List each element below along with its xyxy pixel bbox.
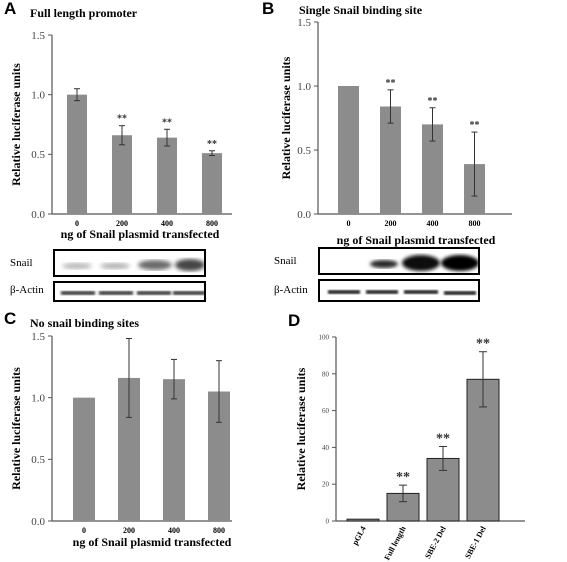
y-axis-title: Relative luciferase units xyxy=(279,56,293,179)
panel-label-c: C xyxy=(4,309,17,328)
y-tick-label: 0.0 xyxy=(297,209,311,221)
snail-band xyxy=(441,255,478,271)
x-axis-title: ng of Snail plasmid transfected xyxy=(61,227,220,241)
x-tick-label: 0 xyxy=(347,219,351,228)
bar xyxy=(380,106,401,214)
actin-blot-a xyxy=(53,281,206,302)
y-tick-label: 40 xyxy=(322,444,330,452)
x-tick-label: 800 xyxy=(213,526,225,535)
x-tick-label: 200 xyxy=(116,219,128,228)
y-axis-title: Relative luciferase units xyxy=(9,367,23,490)
significance-label: ** xyxy=(386,78,396,89)
snail-band xyxy=(175,259,204,271)
bar xyxy=(112,135,132,214)
y-tick-label: 20 xyxy=(322,481,330,489)
x-tick-label: 200 xyxy=(385,219,397,228)
actin-blot-label-b: β-Actin xyxy=(274,284,308,296)
x-tick-label: 400 xyxy=(161,219,173,228)
x-tick-label: 800 xyxy=(469,219,481,228)
snail-band xyxy=(402,255,440,271)
bar xyxy=(338,86,359,214)
x-tick-label: Full length xyxy=(382,524,408,561)
x-tick-label: SBE-1 Del xyxy=(463,524,488,560)
y-tick-label: 60 xyxy=(322,407,330,415)
panel-title-c: No snail binding sites xyxy=(30,316,140,330)
y-tick-label: 100 xyxy=(319,333,330,341)
y-tick-label: 0.0 xyxy=(31,516,45,528)
panel-title-a: Full length promoter xyxy=(30,6,138,20)
panel-label-d: D xyxy=(288,311,301,330)
bar xyxy=(346,518,380,522)
y-tick-label: 1.5 xyxy=(297,17,311,29)
y-tick-label: 0 xyxy=(326,517,330,525)
actin-band xyxy=(173,291,204,295)
panel-title-b: Single Snail binding site xyxy=(299,3,423,17)
bar xyxy=(208,391,230,521)
x-axis-title: ng of Snail plasmid transfected xyxy=(73,535,232,549)
x-tick-label: 200 xyxy=(123,526,135,535)
significance-label: ** xyxy=(436,431,450,446)
x-tick-label: 400 xyxy=(168,526,180,535)
panel-label-a: A xyxy=(4,0,17,18)
panel-label-b: B xyxy=(262,0,275,18)
significance-label: ** xyxy=(162,117,172,128)
bar xyxy=(118,377,140,521)
snail-band xyxy=(62,263,92,269)
significance-label: ** xyxy=(117,114,127,125)
x-tick-label: 800 xyxy=(206,219,218,228)
snail-blot-label-a: Snail xyxy=(10,257,33,269)
snail-band xyxy=(370,260,398,268)
y-tick-label: 1.0 xyxy=(31,90,45,102)
y-tick-label: 0.5 xyxy=(31,454,45,466)
actin-band xyxy=(366,290,398,294)
bar xyxy=(67,94,87,214)
snail-blot-label-b: Snail xyxy=(274,255,297,267)
y-tick-label: 1.0 xyxy=(31,393,45,405)
y-axis-title: Relative luciferase units xyxy=(294,367,308,490)
significance-label: ** xyxy=(476,337,490,352)
snail-band xyxy=(138,260,172,270)
y-tick-label: 1.5 xyxy=(31,331,45,343)
snail-blot-b xyxy=(318,247,480,275)
y-tick-label: 0.5 xyxy=(31,149,45,161)
y-tick-label: 1.0 xyxy=(297,81,311,93)
actin-band xyxy=(137,291,171,295)
y-tick-label: 80 xyxy=(322,370,330,378)
bar xyxy=(422,124,443,214)
bar xyxy=(202,153,222,214)
snail-blot-a xyxy=(53,249,206,277)
actin-band xyxy=(99,291,133,295)
bar xyxy=(163,379,185,521)
bar xyxy=(73,397,95,521)
x-tick-label: 400 xyxy=(427,219,439,228)
y-axis-title: Relative luciferase units xyxy=(9,63,23,186)
x-tick-label: SBE-2 Del xyxy=(423,524,448,560)
snail-band xyxy=(100,263,130,269)
x-tick-label: 0 xyxy=(82,526,86,535)
significance-label: ** xyxy=(470,120,480,131)
actin-band xyxy=(61,291,95,295)
y-tick-label: 0.5 xyxy=(297,145,311,157)
actin-band xyxy=(444,291,476,295)
significance-label: ** xyxy=(207,139,217,150)
x-tick-label: 0 xyxy=(75,219,79,228)
bar xyxy=(157,137,177,214)
actin-band xyxy=(404,290,438,294)
actin-band xyxy=(328,290,360,294)
significance-label: ** xyxy=(428,96,438,107)
actin-blot-label-a: β-Actin xyxy=(10,284,44,296)
y-tick-label: 1.5 xyxy=(31,30,45,42)
significance-label: ** xyxy=(396,470,410,485)
actin-blot-b xyxy=(318,279,480,302)
x-axis-title: ng of Snail plasmid transfected xyxy=(337,233,496,247)
x-tick-label: pGL4 xyxy=(350,525,367,547)
y-tick-label: 0.0 xyxy=(31,209,45,221)
